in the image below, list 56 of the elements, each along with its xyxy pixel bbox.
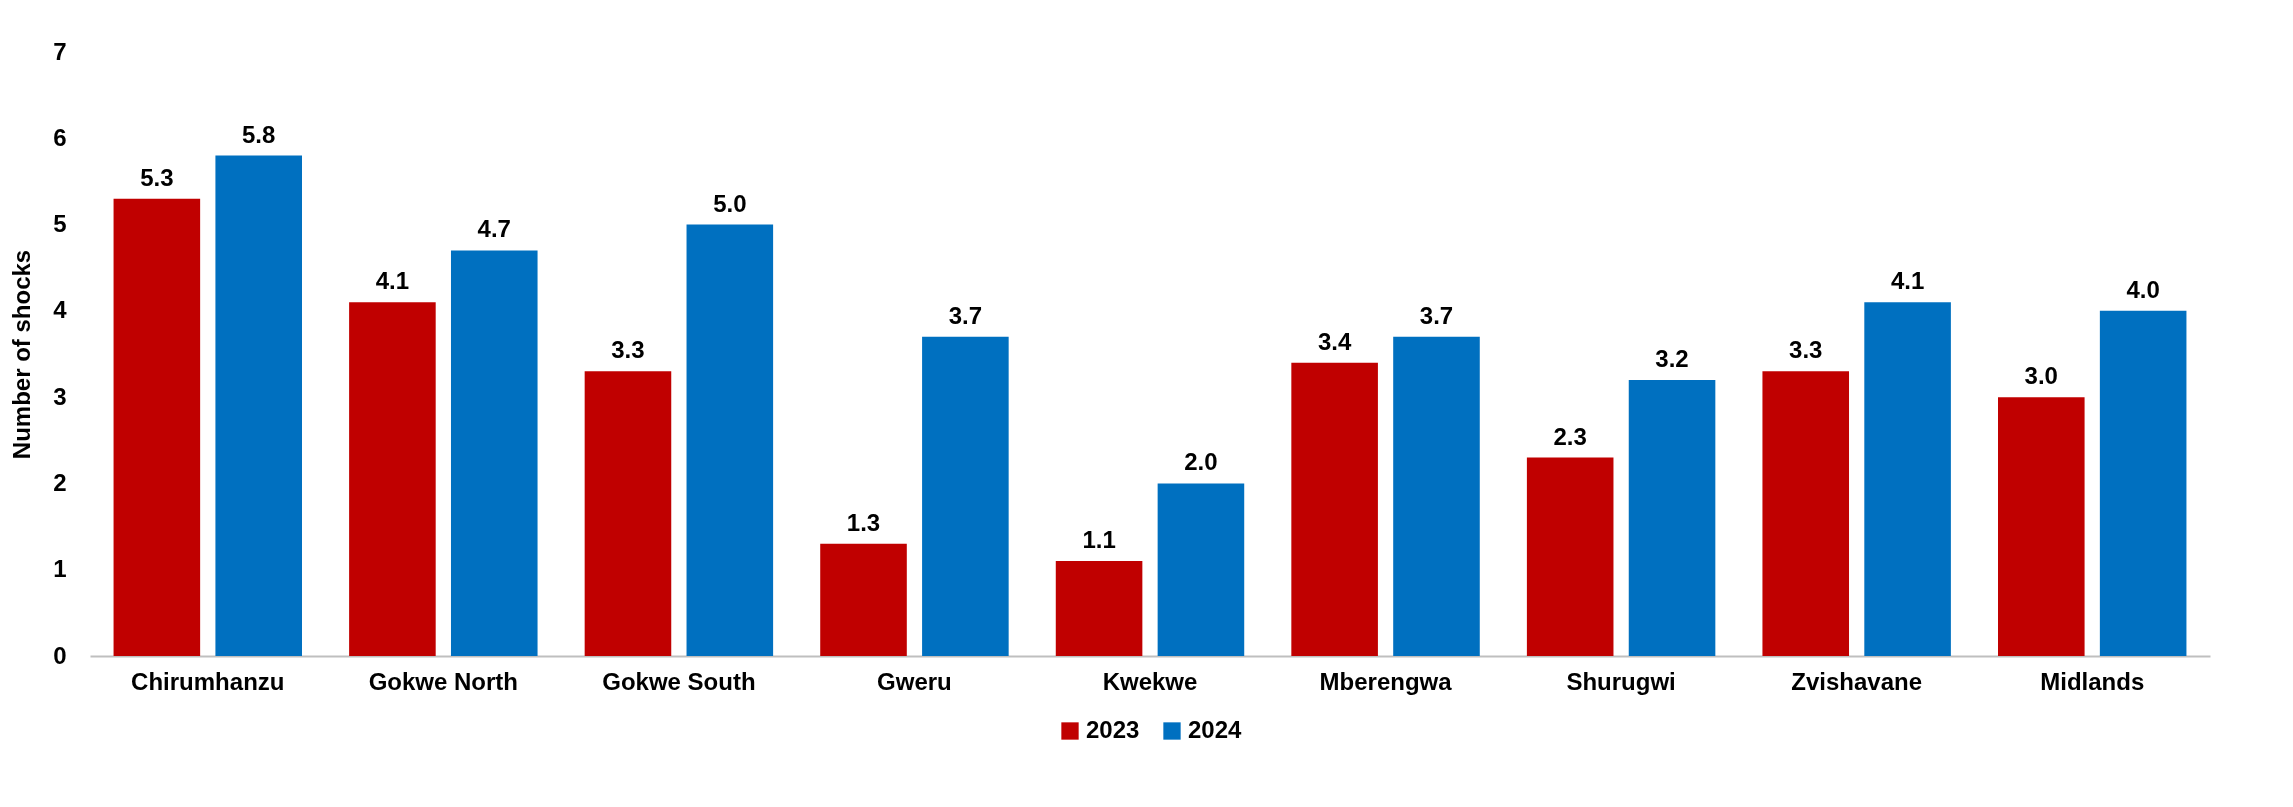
y-tick-label: 2 [53,468,67,496]
x-tick-label: Gokwe North [368,667,519,695]
bar [1157,483,1245,656]
data-label: 5.8 [242,120,276,148]
data-label: 5.3 [140,163,174,191]
bar [215,155,302,656]
y-tick-label: 5 [53,210,67,238]
data-label: 4.1 [375,267,410,295]
data-label: 2.3 [1553,422,1587,450]
x-tick-label: Gokwe South [602,667,756,695]
data-label: 3.3 [1789,336,1823,364]
bar [922,336,1009,656]
data-label: 1.1 [1082,526,1116,554]
bar [2099,310,2187,656]
y-axis-title: Number of shocks [8,249,36,460]
data-label: 4.1 [1890,267,1925,295]
x-tick-label: Shurugwi [1566,667,1676,695]
data-label: 2.0 [1184,448,1218,476]
bar [1762,371,1850,656]
data-label: 3.2 [1655,344,1689,372]
legend-label: 2023 [1086,716,1140,743]
data-label: 3.0 [2024,362,2058,390]
x-tick-label: Gweru [877,667,952,695]
y-tick-label: 4 [53,296,68,324]
bar [584,371,672,656]
bar [1291,362,1378,656]
bar [113,198,201,656]
bar [1526,457,1614,656]
data-label: 3.7 [1419,301,1454,329]
y-tick-label: 1 [53,555,67,583]
bar [1628,379,1716,656]
data-label: 5.0 [713,189,747,217]
y-tick-label: 3 [53,382,67,410]
bar [450,250,538,656]
x-tick-label: Kwekwe [1102,667,1198,695]
bar [686,224,774,656]
data-label: 4.7 [477,215,511,243]
bar [820,543,907,656]
data-label: 3.7 [948,301,983,329]
data-label: 3.3 [611,336,645,364]
data-label: 3.4 [1317,327,1352,355]
bar [1864,302,1951,656]
x-tick-label: Zvishavane [1791,667,1923,695]
data-label: 1.3 [846,508,881,536]
bar [349,302,436,656]
bar [1393,336,1480,656]
y-tick-label: 6 [53,123,67,151]
bar [1998,397,2085,656]
y-tick-label: 0 [53,641,67,669]
data-label: 4.0 [2126,275,2160,303]
bar [1055,561,1143,656]
legend-label: 2024 [1188,716,1243,743]
y-tick-label: 7 [53,37,67,65]
x-tick-label: Chirumhanzu [131,667,285,695]
x-tick-label: Midlands [2040,667,2145,695]
x-tick-label: Mberengwa [1319,667,1453,695]
